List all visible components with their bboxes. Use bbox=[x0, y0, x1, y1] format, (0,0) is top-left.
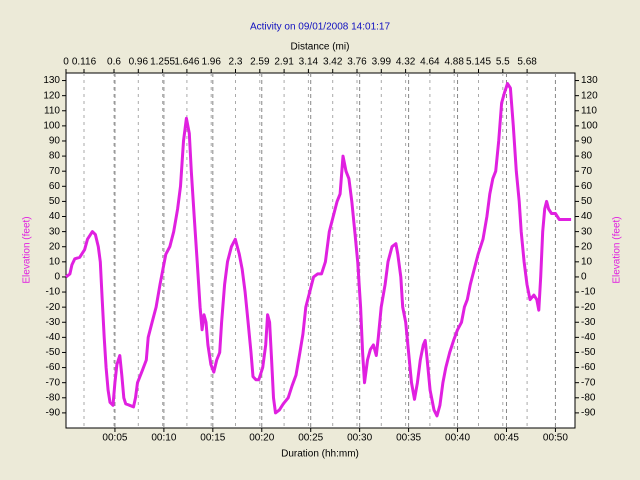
y-tick-label: 100 bbox=[43, 121, 60, 132]
y2-tick-label: 110 bbox=[581, 105, 597, 116]
y-tick-label: -30 bbox=[46, 317, 61, 328]
y2-axis-label: Elevation (feet) bbox=[612, 216, 623, 283]
x-axis-label: Duration (hh:mm) bbox=[281, 449, 359, 460]
y2-tick-label: 30 bbox=[581, 226, 593, 237]
y2-tick-label: 130 bbox=[581, 75, 598, 86]
x2-tick-label: 3.76 bbox=[347, 57, 367, 68]
y2-tick-label: -40 bbox=[581, 332, 596, 343]
x2-tick-label: 0.6 bbox=[107, 57, 121, 68]
x2-tick-label: 2.3 bbox=[229, 57, 243, 68]
y2-tick-label: -90 bbox=[581, 408, 596, 419]
y2-tick-label: 120 bbox=[581, 90, 598, 101]
y-tick-label: 0 bbox=[54, 272, 60, 283]
y2-tick-label: 0 bbox=[581, 272, 587, 283]
elevation-line bbox=[65, 82, 572, 418]
x2-tick-label: 1.646 bbox=[174, 57, 199, 68]
x2-tick-label: 5.145 bbox=[466, 57, 491, 68]
y2-tick-label: -30 bbox=[581, 317, 596, 328]
y-tick-label: -20 bbox=[46, 302, 61, 313]
x2-tick-label: 2.91 bbox=[274, 57, 294, 68]
plot-area bbox=[65, 72, 576, 429]
x-tick-label: 00:30 bbox=[347, 433, 372, 444]
y-tick-label: 40 bbox=[49, 211, 61, 222]
y2-tick-label: 70 bbox=[581, 166, 593, 177]
x2-tick-label: 0 bbox=[63, 57, 69, 68]
x2-tick-label: 0.96 bbox=[129, 57, 149, 68]
y2-tick-label: -60 bbox=[581, 362, 596, 373]
y2-tick-label: -20 bbox=[581, 302, 596, 313]
y-tick-label: -60 bbox=[46, 362, 61, 373]
x2-tick-label: 4.64 bbox=[420, 57, 440, 68]
x2-tick-label: 1.255 bbox=[150, 57, 175, 68]
y-tick-label: -50 bbox=[46, 347, 61, 358]
x2-tick-label: 4.32 bbox=[396, 57, 416, 68]
y2-tick-label: 40 bbox=[581, 211, 593, 222]
x2-tick-label: 4.88 bbox=[444, 57, 464, 68]
x-tick-label: 00:10 bbox=[151, 433, 176, 444]
x2-axis-label: Distance (mi) bbox=[291, 42, 350, 53]
y-tick-label: 10 bbox=[49, 256, 61, 267]
y-tick-label: -10 bbox=[46, 287, 61, 298]
y2-tick-label: 20 bbox=[581, 241, 593, 252]
chart-title: Activity on 09/01/2008 14:01:17 bbox=[250, 22, 391, 33]
y-tick-label: 90 bbox=[49, 136, 61, 147]
x2-tick-label: 3.14 bbox=[299, 57, 319, 68]
x2-tick-label: 2.59 bbox=[250, 57, 270, 68]
y2-tick-label: -70 bbox=[581, 377, 596, 388]
x-tick-label: 00:20 bbox=[249, 433, 274, 444]
y2-tick-label: 60 bbox=[581, 181, 593, 192]
y2-tick-label: -50 bbox=[581, 347, 596, 358]
x2-tick-label: 1.96 bbox=[201, 57, 221, 68]
y-tick-label: -70 bbox=[46, 377, 61, 388]
y2-tick-label: 100 bbox=[581, 121, 598, 132]
x-tick-label: 00:35 bbox=[396, 433, 421, 444]
y-tick-label: 30 bbox=[49, 226, 61, 237]
y-tick-label: 110 bbox=[44, 105, 60, 116]
y2-tick-label: -10 bbox=[581, 287, 596, 298]
x-tick-label: 00:45 bbox=[494, 433, 519, 444]
x2-tick-label: 5.68 bbox=[517, 57, 537, 68]
y2-tick-label: 50 bbox=[581, 196, 593, 207]
y-tick-label: -40 bbox=[46, 332, 61, 343]
y2-tick-label: 10 bbox=[581, 256, 593, 267]
y-tick-label: 50 bbox=[49, 196, 61, 207]
x-tick-label: 00:50 bbox=[543, 433, 568, 444]
x-tick-label: 00:25 bbox=[298, 433, 323, 444]
x2-tick-label: 3.99 bbox=[372, 57, 392, 68]
x2-tick-label: 3.42 bbox=[323, 57, 343, 68]
y-tick-label: -90 bbox=[46, 408, 61, 419]
y-axis-label: Elevation (feet) bbox=[22, 216, 33, 283]
x-tick-label: 00:05 bbox=[102, 433, 127, 444]
y2-tick-label: 80 bbox=[581, 151, 593, 162]
x2-tick-label: 5.5 bbox=[496, 57, 510, 68]
y-tick-label: 120 bbox=[43, 90, 60, 101]
y2-tick-label: 90 bbox=[581, 136, 593, 147]
y-tick-label: 70 bbox=[49, 166, 61, 177]
y2-tick-label: -80 bbox=[581, 392, 596, 403]
x-tick-label: 00:15 bbox=[200, 433, 225, 444]
x-tick-label: 00:40 bbox=[445, 433, 470, 444]
y-tick-label: 80 bbox=[49, 151, 61, 162]
y-tick-label: -80 bbox=[46, 392, 61, 403]
y-tick-label: 130 bbox=[43, 75, 60, 86]
x2-tick-label: 0.116 bbox=[72, 57, 97, 68]
y-tick-label: 60 bbox=[49, 181, 61, 192]
y-tick-label: 20 bbox=[49, 241, 61, 252]
